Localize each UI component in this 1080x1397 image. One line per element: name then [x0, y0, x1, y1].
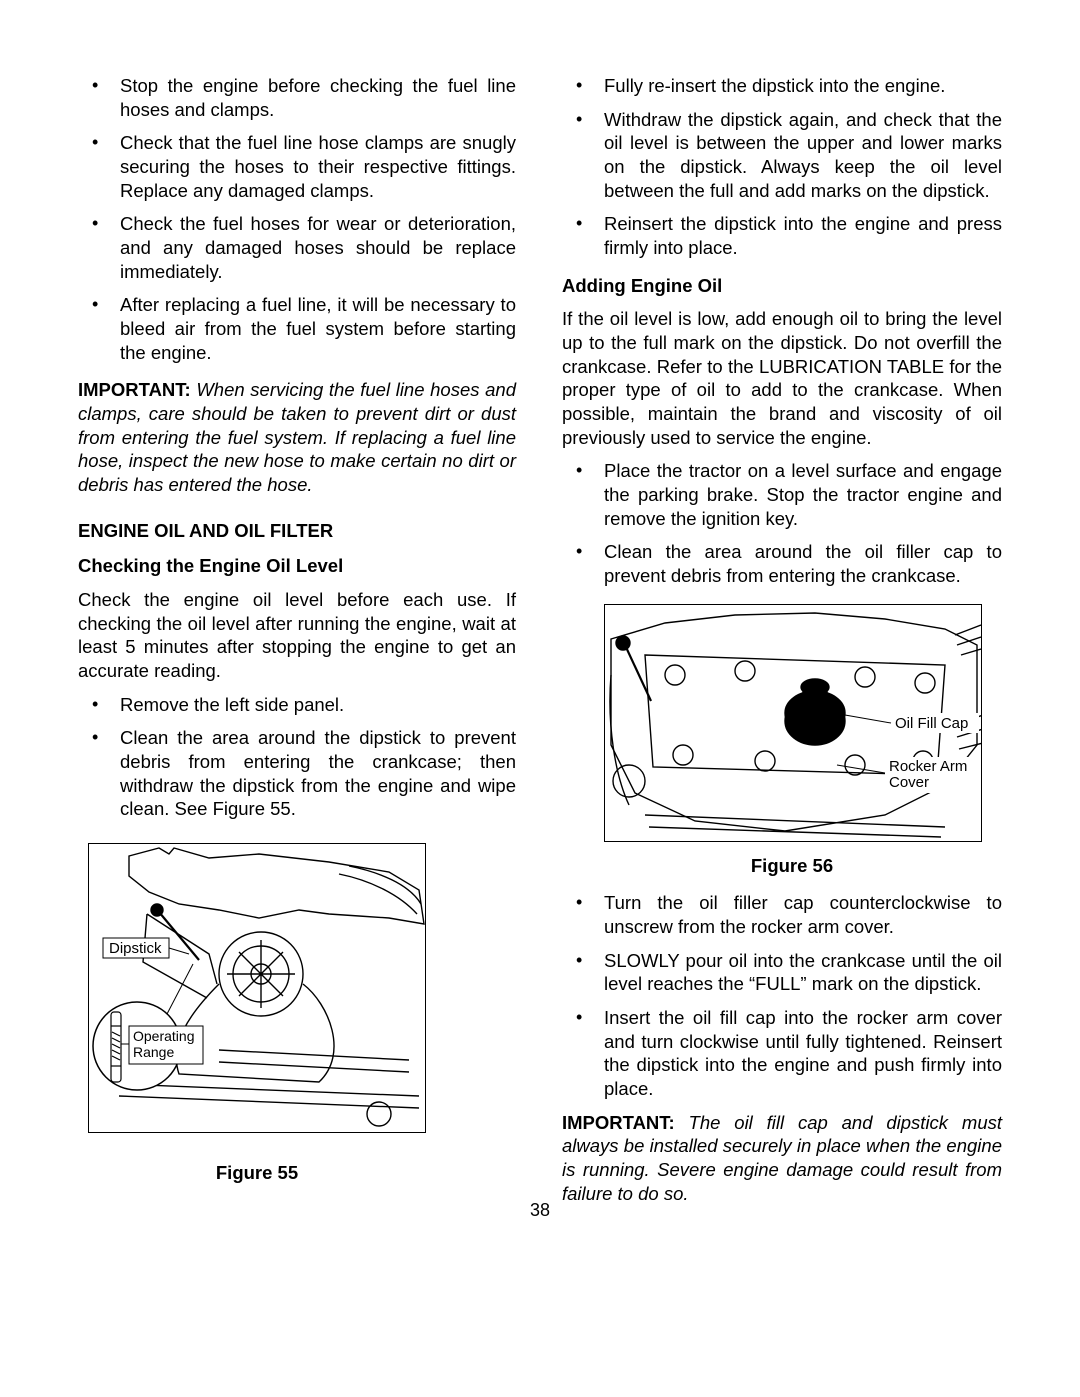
figure-56-caption: Figure 56 — [582, 854, 1002, 878]
list-item: Turn the oil filler cap counterclockwise… — [562, 891, 1002, 938]
section-heading-oil-filter: ENGINE OIL AND OIL FILTER — [78, 519, 516, 543]
right-bullets-2: Place the tractor on a level surface and… — [562, 459, 1002, 587]
figure-55: Dipstick Operating — [88, 843, 426, 1133]
figure-55-caption: Figure 55 — [78, 1161, 436, 1185]
list-item: Stop the engine before checking the fuel… — [78, 74, 516, 121]
page-content: Stop the engine before checking the fuel… — [0, 0, 1080, 1216]
figure-55-label-dipstick: Dipstick — [109, 940, 162, 957]
list-item: Insert the oil fill cap into the rocker … — [562, 1006, 1002, 1101]
list-item: Withdraw the dipstick again, and check t… — [562, 108, 1002, 203]
page-number: 38 — [0, 1199, 1080, 1222]
important-label: IMPORTANT: — [78, 379, 191, 400]
figure-55-label-operating: Operating — [133, 1028, 194, 1044]
important-note-2: IMPORTANT: The oil fill cap and dipstick… — [562, 1111, 1002, 1206]
list-item: Fully re-insert the dipstick into the en… — [562, 74, 1002, 98]
left-column: Stop the engine before checking the fuel… — [78, 74, 516, 1216]
important-label: IMPORTANT: — [562, 1112, 675, 1133]
left-bullets-1: Stop the engine before checking the fuel… — [78, 74, 516, 364]
figure-55-label-range: Range — [133, 1044, 174, 1060]
right-bullets-1: Fully re-insert the dipstick into the en… — [562, 74, 1002, 260]
list-item: Clean the area around the oil filler cap… — [562, 540, 1002, 587]
important-note-1: IMPORTANT: When servicing the fuel line … — [78, 378, 516, 496]
figure-56-label-oil-fill-cap: Oil Fill Cap — [895, 715, 968, 732]
right-column: Fully re-insert the dipstick into the en… — [562, 74, 1002, 1216]
list-item: Reinsert the dipstick into the engine an… — [562, 212, 1002, 259]
figure-55-svg: Dipstick Operating — [89, 844, 426, 1133]
figure-56-label-rocker-arm: Rocker Arm — [889, 758, 967, 775]
figure-56-label-cover: Cover — [889, 774, 929, 791]
right-bullets-3: Turn the oil filler cap counterclockwise… — [562, 891, 1002, 1100]
list-item: Place the tractor on a level surface and… — [562, 459, 1002, 530]
sub-heading-checking-oil: Checking the Engine Oil Level — [78, 554, 516, 578]
list-item: Remove the left side panel. — [78, 693, 516, 717]
list-item: Check that the fuel line hose clamps are… — [78, 131, 516, 202]
list-item: Clean the area around the dipstick to pr… — [78, 726, 516, 821]
para-check-oil: Check the engine oil level before each u… — [78, 588, 516, 683]
para-adding-oil: If the oil level is low, add enough oil … — [562, 307, 1002, 449]
list-item: SLOWLY pour oil into the crankcase until… — [562, 949, 1002, 996]
sub-heading-adding-oil: Adding Engine Oil — [562, 274, 1002, 298]
left-bullets-2: Remove the left side panel. Clean the ar… — [78, 693, 516, 821]
list-item: After replacing a fuel line, it will be … — [78, 293, 516, 364]
figure-56-svg: Oil Fill Cap Rocker Arm Cover — [605, 605, 982, 842]
list-item: Check the fuel hoses for wear or deterio… — [78, 212, 516, 283]
figure-56: Oil Fill Cap Rocker Arm Cover — [604, 604, 982, 842]
